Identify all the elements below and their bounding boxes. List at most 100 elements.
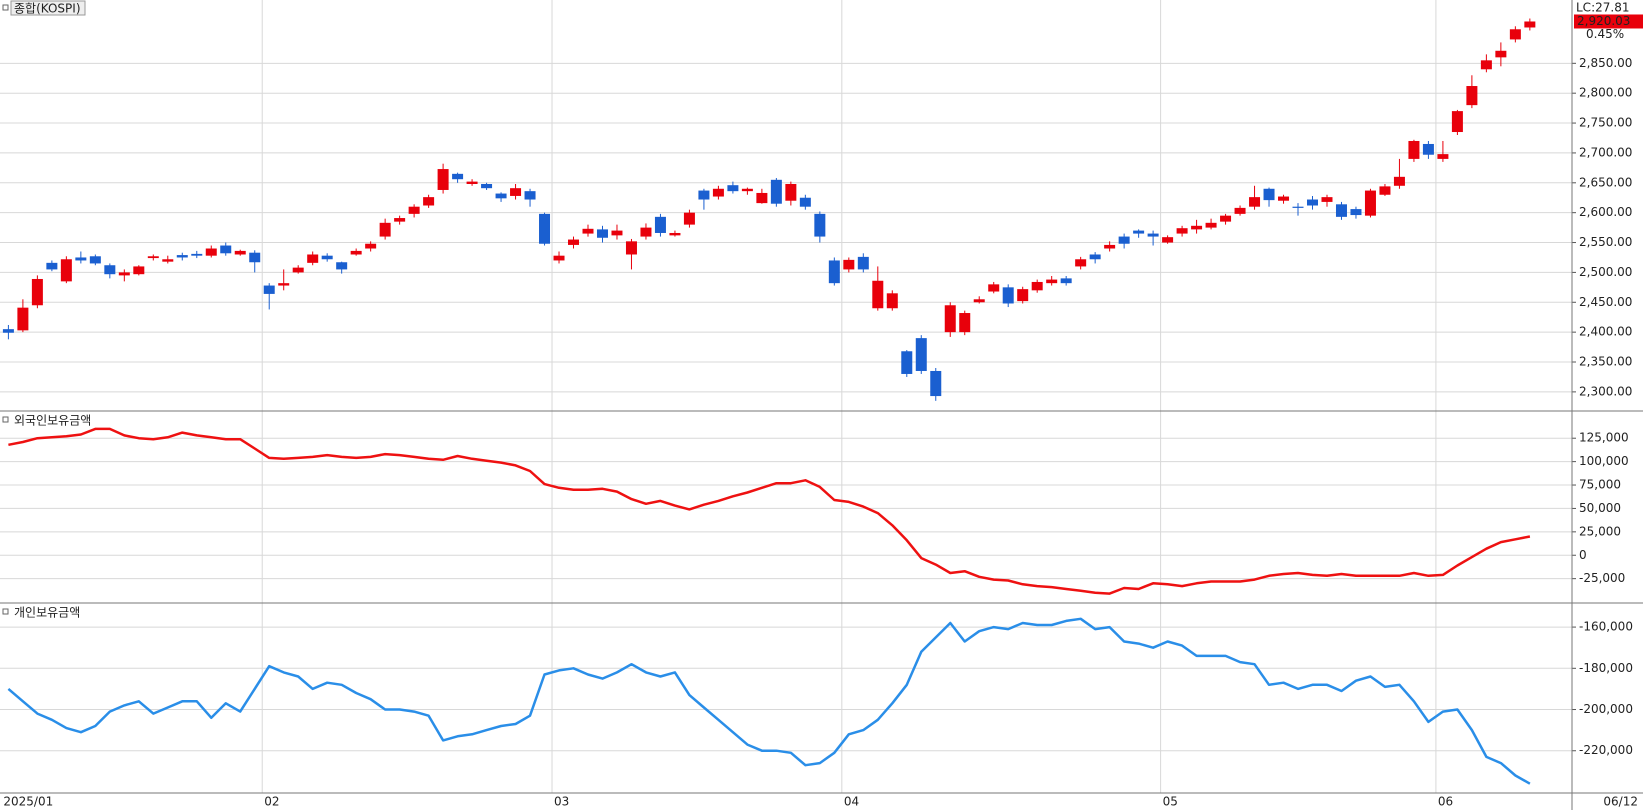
candle-body <box>1133 230 1145 234</box>
candle-body <box>89 256 101 264</box>
candle-body <box>1089 254 1101 260</box>
candle-body <box>1031 281 1043 291</box>
y-tick-label: -200,000 <box>1579 702 1633 716</box>
candle-body <box>1307 199 1318 206</box>
y-tick-label: 0 <box>1579 548 1587 562</box>
lc-label: LC:27.81 <box>1576 1 1629 15</box>
candle-body <box>278 283 290 286</box>
x-tick-label: 03 <box>554 795 569 809</box>
y-tick-label: 75,000 <box>1579 478 1621 492</box>
candle-body <box>60 259 72 282</box>
y-tick-label: 2,850.00 <box>1579 56 1632 70</box>
candle-body <box>205 248 217 256</box>
candle-body <box>321 255 333 260</box>
candle-body <box>1017 289 1029 302</box>
candle-body <box>1249 197 1261 207</box>
candle-body <box>191 253 203 256</box>
y-tick-label: 25,000 <box>1579 524 1621 538</box>
candle-body <box>423 197 435 206</box>
candle-body <box>234 250 246 255</box>
candle-body <box>625 241 637 255</box>
candle-body <box>350 250 362 255</box>
y-tick-label: 2,800.00 <box>1579 86 1632 100</box>
candle-body <box>799 197 811 207</box>
candle-body <box>741 188 753 192</box>
candle-body <box>17 307 29 331</box>
y-tick-label: -180,000 <box>1579 661 1633 675</box>
candle-body <box>1263 188 1275 201</box>
candle-body <box>220 245 232 254</box>
candle-body <box>481 183 493 189</box>
candle-body <box>31 278 43 306</box>
candle-body <box>1205 222 1217 228</box>
title-icon <box>2 608 9 615</box>
candle-body <box>176 255 188 258</box>
title-icon <box>2 416 9 423</box>
candle-body <box>524 191 536 200</box>
panel-title: 종합(KOSPI) <box>14 2 81 16</box>
x-tick-label: 05 <box>1163 795 1178 809</box>
x-tick-label: 02 <box>264 795 279 809</box>
candle-body <box>756 192 768 204</box>
candle-body <box>1162 237 1174 243</box>
candle-body <box>582 228 594 234</box>
candle-body <box>1046 279 1058 284</box>
x-tick-label: 04 <box>844 795 859 809</box>
candle-body <box>712 188 724 197</box>
candle-body <box>1408 140 1420 159</box>
candle-body <box>640 227 652 237</box>
candle-body <box>1220 215 1232 222</box>
candle-body <box>611 230 623 236</box>
candle-body <box>727 185 739 192</box>
candle-body <box>292 267 304 273</box>
candle-body <box>437 169 449 190</box>
title-box <box>10 0 86 16</box>
candle-body <box>1524 21 1536 28</box>
candle-body <box>466 181 478 184</box>
y-tick-label: 2,400.00 <box>1579 325 1632 339</box>
candle-body <box>944 305 956 333</box>
candle-body <box>452 173 464 180</box>
candle-body <box>1234 207 1246 214</box>
candle-body <box>147 256 159 259</box>
y-tick-label: 2,550.00 <box>1579 235 1632 249</box>
y-tick-label: 2,350.00 <box>1579 355 1632 369</box>
candle-body <box>857 256 869 270</box>
candle-body <box>1118 236 1130 244</box>
y-tick-label: 125,000 <box>1579 431 1629 445</box>
y-tick-label: 2,750.00 <box>1579 116 1632 130</box>
candle-body <box>263 285 275 294</box>
candle-body <box>249 252 261 263</box>
y-tick-label: 2,300.00 <box>1579 384 1632 398</box>
candle-body <box>495 193 507 199</box>
candle-body <box>886 293 898 309</box>
candle-body <box>1278 196 1290 201</box>
candle-body <box>1466 86 1478 106</box>
line-series <box>7 617 1531 785</box>
y-tick-label: 2,500.00 <box>1579 265 1632 279</box>
x-tick-label: 06 <box>1438 795 1453 809</box>
candle-body <box>1379 186 1391 195</box>
candle-body <box>901 351 913 374</box>
change-label: 0.45% <box>1586 27 1624 41</box>
candle-body <box>46 262 58 270</box>
candle-body <box>365 243 377 249</box>
last-price-label: 2,920.03 <box>1577 14 1630 28</box>
candle-body <box>1451 111 1463 133</box>
candle-body <box>669 232 681 236</box>
y-tick-label: 50,000 <box>1579 501 1621 515</box>
candle-body <box>568 239 580 245</box>
candle-body <box>1176 228 1188 234</box>
candle-body <box>843 259 855 270</box>
candle-body <box>828 260 840 284</box>
panel-title: 개인보유금액 <box>14 606 80 620</box>
candle-body <box>1480 60 1492 70</box>
candle-body <box>1104 244 1116 249</box>
candle-body <box>104 265 116 275</box>
candle-body <box>510 188 522 196</box>
candle-body <box>814 213 826 237</box>
y-tick-label: -220,000 <box>1579 743 1633 757</box>
candle-body <box>394 218 406 222</box>
